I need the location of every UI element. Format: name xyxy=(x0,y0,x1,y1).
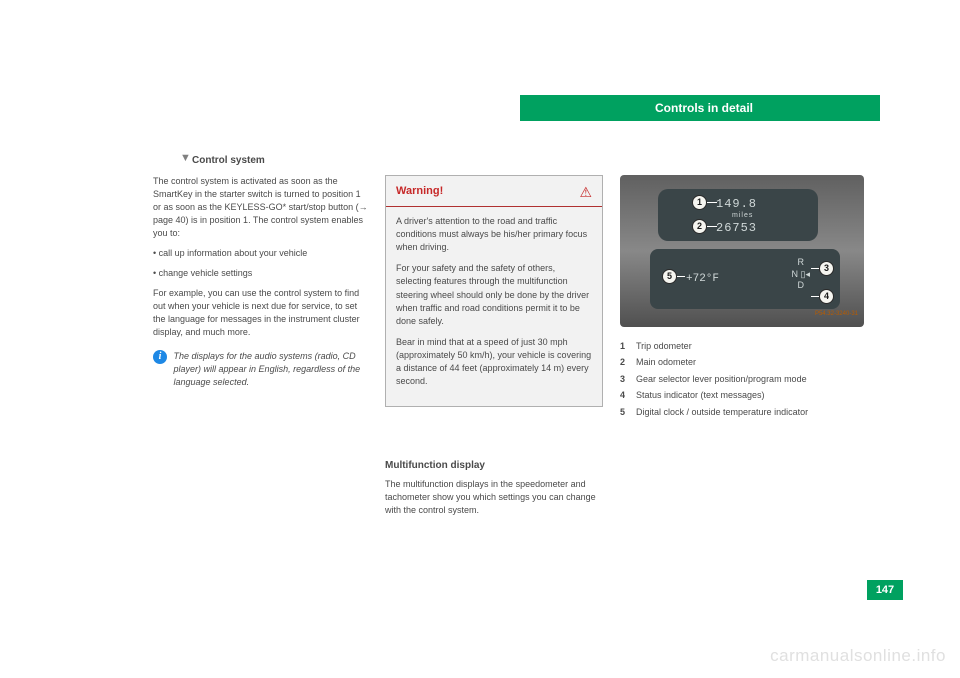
bullet-1: • call up information about your vehicle xyxy=(153,247,368,260)
bullet-2: • change vehicle settings xyxy=(153,267,368,280)
info-block: i The displays for the audio systems (ra… xyxy=(153,350,368,389)
section-marker: ▼ xyxy=(180,152,191,164)
warning-triangle-icon: ⚠ xyxy=(579,182,592,202)
display-top: 149.8 miles 26753 1 2 xyxy=(658,189,818,241)
legend-row: 4Status indicator (text messages) xyxy=(620,388,850,402)
legend-row: 5Digital clock / outside temperature ind… xyxy=(620,405,850,419)
manual-page: Controls in detail ▼ Control system The … xyxy=(120,60,880,620)
example-paragraph: For example, you can use the control sys… xyxy=(153,287,368,339)
legend-row: 1Trip odometer xyxy=(620,339,850,353)
header-bar: Controls in detail xyxy=(520,95,880,121)
image-code: P54.32-3240-31 xyxy=(815,311,858,317)
page-number: 147 xyxy=(867,580,903,600)
warning-p2: For your safety and the safety of others… xyxy=(396,262,592,327)
callout-4: 4 xyxy=(819,289,834,304)
warning-p3: Bear in mind that at a speed of just 30 … xyxy=(396,336,592,388)
trip-value: 149.8 xyxy=(716,197,757,211)
legend-row: 2Main odometer xyxy=(620,355,850,369)
legend-row: 3Gear selector lever position/program mo… xyxy=(620,372,850,386)
column-1: The control system is activated as soon … xyxy=(153,175,368,389)
trip-unit: miles xyxy=(732,212,753,219)
watermark: carmanualsonline.info xyxy=(770,646,946,666)
section-title: Control system xyxy=(192,155,265,166)
column-2: Warning! ⚠ A driver's attention to the r… xyxy=(385,175,603,407)
header-title: Controls in detail xyxy=(655,101,753,115)
warning-title: Warning! xyxy=(396,184,443,200)
column-3: 149.8 miles 26753 1 2 +72°F R N ▯◂ D 5 3 xyxy=(620,175,850,421)
warning-header: Warning! ⚠ xyxy=(386,176,602,207)
callout-5: 5 xyxy=(662,269,677,284)
col2-text: The multifunction displays in the speedo… xyxy=(385,478,603,517)
gear-indicator: R N ▯◂ D xyxy=(792,257,810,292)
legend: 1Trip odometer 2Main odometer 3Gear sele… xyxy=(620,339,850,419)
warning-body: A driver's attention to the road and tra… xyxy=(386,207,602,406)
odometer-value: 26753 xyxy=(716,221,757,235)
info-icon: i xyxy=(153,350,167,364)
callout-3: 3 xyxy=(819,261,834,276)
warning-p1: A driver's attention to the road and tra… xyxy=(396,215,592,254)
callout-2: 2 xyxy=(692,219,707,234)
intro-paragraph: The control system is activated as soon … xyxy=(153,175,368,240)
info-text: The displays for the audio systems (radi… xyxy=(174,350,364,389)
warning-box: Warning! ⚠ A driver's attention to the r… xyxy=(385,175,603,407)
instrument-cluster-image: 149.8 miles 26753 1 2 +72°F R N ▯◂ D 5 3 xyxy=(620,175,864,327)
subheading: Multifunction display xyxy=(385,460,485,471)
callout-1: 1 xyxy=(692,195,707,210)
display-bottom: +72°F R N ▯◂ D 5 3 4 xyxy=(650,249,840,309)
temperature-value: +72°F xyxy=(686,273,719,285)
